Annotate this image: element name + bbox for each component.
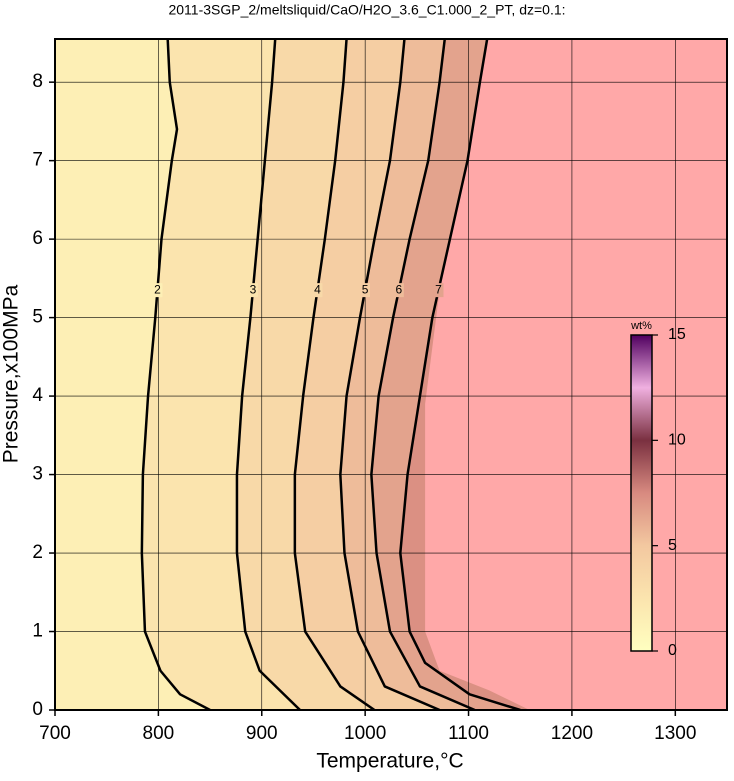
y-tick-label: 2 [32,542,43,563]
contour-line [399,39,521,710]
contour-label: 4 [314,282,321,296]
y-tick-label: 3 [32,464,43,485]
x-tick-label: 900 [246,723,278,744]
y-axis-title: Pressure,x100MPa [0,284,23,463]
colorbar-tick-label: 10 [668,432,686,449]
contour-label-bg [152,283,163,298]
colorbar-tick-label: 0 [668,642,677,659]
x-tick-label: 1000 [344,723,386,744]
x-tick-label: 1300 [654,723,696,744]
contour-label: 6 [396,282,403,296]
y-tick-label: 6 [32,228,43,249]
contour-label: 3 [250,282,257,296]
contour-label-bg [247,283,258,298]
y-tick-label: 0 [32,699,43,720]
plot-frame [54,38,728,711]
colorbar-tick-label: 5 [668,537,677,554]
y-tick-label: 1 [32,621,43,642]
plot-area [55,39,727,710]
x-axis-title: Temperature,°C [316,750,463,773]
y-tick-label: 5 [32,307,43,328]
y-tick-label: 7 [32,150,43,171]
contour-label: 2 [154,282,161,296]
contour-label: 7 [435,282,442,296]
contour-label-bg [393,283,404,298]
x-tick-label: 1200 [551,723,593,744]
colorbar-label: wt% [630,320,652,332]
contour-label: 5 [362,282,369,296]
y-tick-label: 4 [32,385,43,406]
contour-fill [55,39,211,710]
y-tick-label: 8 [32,71,43,92]
chart-title: 2011-3SGP_2/meltsliquid/CaO/H2O_3.6_C1.0… [168,2,565,18]
contour-label-bg [360,283,371,298]
overlay: 2 3 4 5 6 7 700 800 900 1000 1100 1200 1300 0 1 2 3 4 5 6 7 8… [32,38,728,744]
x-tick-label: 700 [39,723,71,744]
colorbar [630,334,653,652]
contour-label-bg [433,283,444,298]
x-tick-label: 1100 [448,723,489,744]
colorbar-tick-label: 15 [668,326,686,343]
contour-label-bg [312,283,323,298]
x-tick-label: 800 [143,723,175,744]
